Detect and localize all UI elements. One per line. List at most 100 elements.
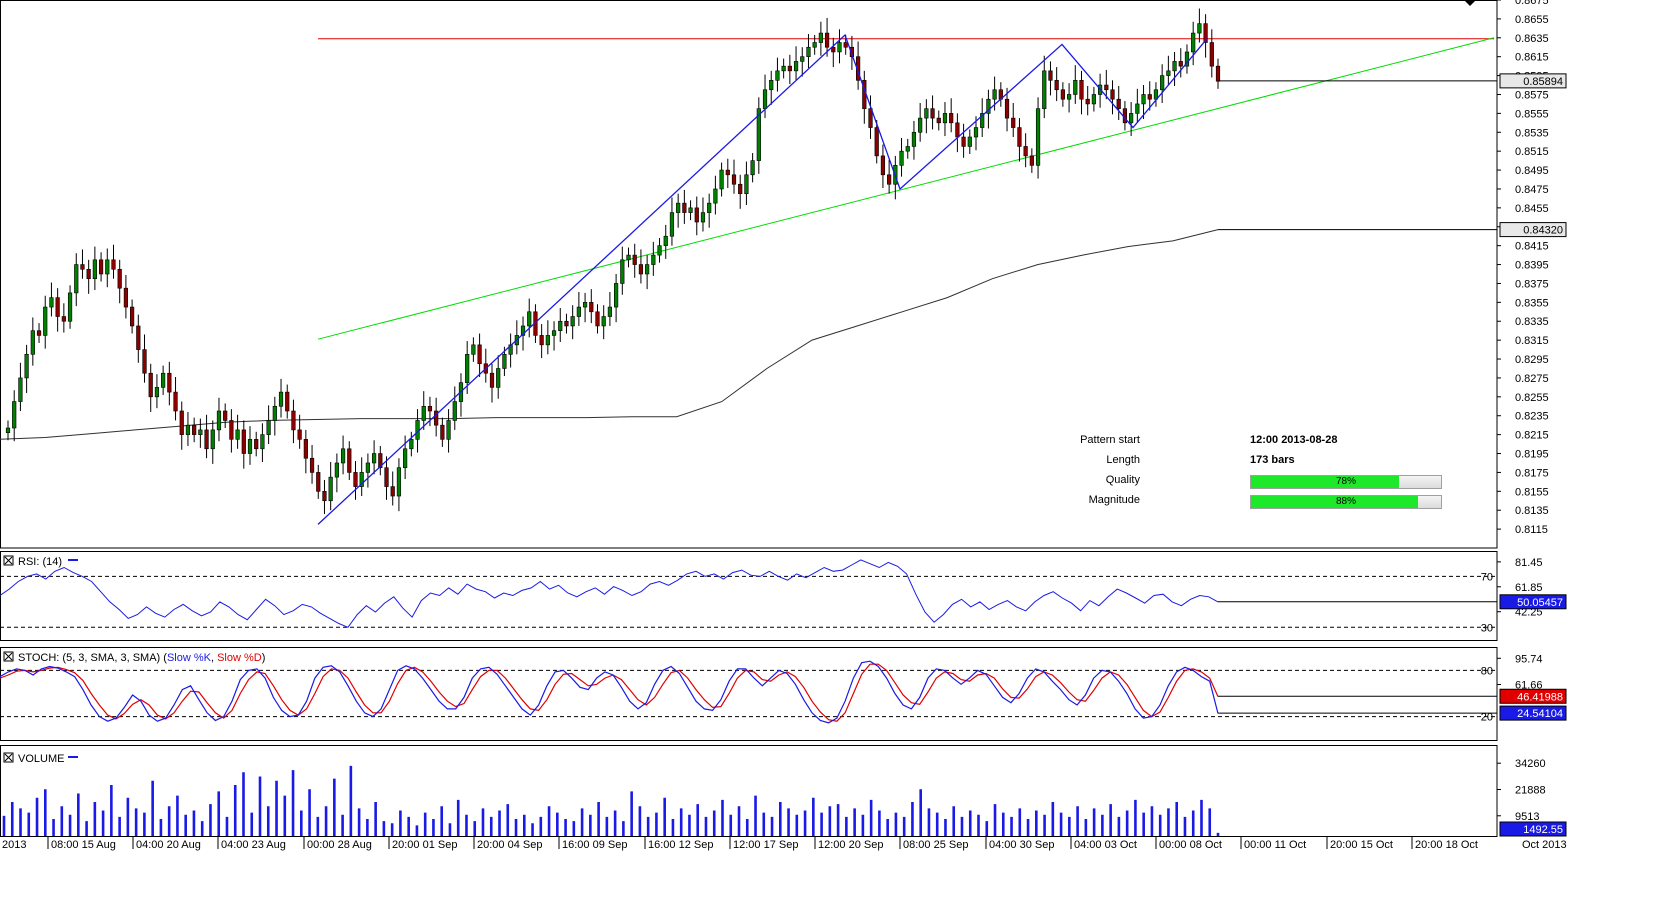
magnitude-value: 88% [1335, 496, 1356, 507]
candle [471, 344, 476, 355]
candle [930, 108, 935, 119]
price-ytick-label: 0.8395 [1515, 260, 1549, 272]
candle [1197, 23, 1202, 34]
x-tick-label: 08:00 15 Aug [51, 839, 116, 851]
volume-bar [1018, 808, 1022, 836]
volume-bar [729, 814, 733, 836]
volume-bar [985, 821, 989, 836]
candle [837, 42, 842, 53]
magnitude-bar-fill [1251, 496, 1419, 508]
candle [185, 424, 191, 435]
price-ytick-label: 0.8655 [1515, 14, 1549, 26]
volume-bar [1101, 814, 1104, 836]
candle [229, 420, 234, 440]
x-tick-label: 20:00 01 Sep [392, 839, 457, 851]
volume-bar [68, 814, 72, 836]
volume-ytick-label: 34260 [1515, 758, 1546, 770]
candle [378, 453, 383, 468]
candle [278, 391, 284, 407]
candle [353, 472, 358, 487]
volume-bar [399, 810, 402, 836]
volume-bar [60, 806, 64, 836]
candle [1023, 146, 1028, 157]
volume-bar [1068, 816, 1071, 836]
volume-bar [853, 808, 856, 836]
volume-bar [993, 804, 997, 836]
volume-bar [1183, 816, 1187, 836]
volume-bar [118, 816, 121, 836]
volume-bar [1109, 804, 1112, 836]
volume-bar [812, 797, 815, 836]
candle [247, 439, 253, 454]
candle [1017, 127, 1022, 147]
volume-bar [968, 810, 972, 836]
candle [620, 259, 625, 284]
candle [973, 127, 979, 138]
candle [787, 65, 792, 72]
candle [390, 486, 395, 497]
pattern-length-value: 173 bars [1250, 454, 1295, 466]
stoch-k-line [0, 660, 1219, 724]
candle [713, 188, 718, 204]
volume-bar [1142, 812, 1145, 836]
rsi-last-label-box [1499, 594, 1567, 610]
candle [74, 264, 79, 294]
volume-bar [77, 793, 80, 836]
volume-bar [919, 789, 922, 836]
candle [887, 174, 892, 185]
candle [403, 448, 408, 468]
volume-bar [390, 823, 394, 836]
volume-bar [514, 819, 518, 836]
volume-bar [233, 785, 237, 836]
pattern-start-label: Pattern start [1080, 434, 1140, 446]
candle [421, 405, 426, 421]
volume-bar [630, 791, 633, 836]
candle [700, 212, 706, 223]
price-ytick-label: 0.8555 [1515, 108, 1549, 120]
candle [657, 245, 662, 256]
candle [192, 424, 197, 435]
price-ytick-label: 0.8415 [1515, 241, 1549, 253]
candle [1191, 32, 1196, 53]
candle [365, 462, 370, 473]
volume-bar [110, 785, 113, 836]
price-ytick-label: 0.8475 [1515, 184, 1549, 196]
volume-bar [820, 812, 823, 836]
candle [955, 122, 960, 138]
volume-bar [316, 816, 320, 836]
volume-bar [10, 802, 14, 836]
candle [204, 429, 209, 450]
rsi-ytick-label: 81.45 [1515, 557, 1543, 569]
candle [111, 259, 116, 270]
price-panel: 0.86750.86550.86350.86150.85950.85750.85… [0, 0, 1567, 549]
candle [86, 268, 91, 280]
candle [918, 117, 923, 133]
volume-bar [712, 810, 716, 836]
candle [1184, 51, 1190, 67]
volume-bar [374, 802, 377, 836]
volume-bar [159, 819, 163, 836]
candle [831, 46, 836, 53]
volume-bar [35, 797, 39, 836]
candle [769, 80, 774, 91]
volume-bar [275, 780, 278, 836]
price-ytick-label: 0.8615 [1515, 52, 1549, 64]
volume-last-label: 1492.55 [1523, 824, 1563, 836]
candle [1166, 70, 1171, 76]
candle [210, 429, 215, 450]
rsi-title: RSI: (14) [18, 556, 62, 568]
x-tick-label: 00:00 28 Aug [307, 839, 372, 851]
volume-bar [1001, 812, 1005, 836]
candle [322, 491, 327, 502]
x-tick-label: 04:00 23 Aug [221, 839, 286, 851]
volume-bar [1158, 814, 1162, 836]
x-tick-label: 04:00 20 Aug [136, 839, 201, 851]
candle [539, 335, 544, 346]
volume-bar [167, 806, 171, 836]
volume-bar [1150, 806, 1154, 836]
volume-bar [547, 806, 551, 836]
volume-bar [935, 812, 939, 836]
volume-bar [886, 819, 889, 836]
candle [5, 427, 11, 434]
